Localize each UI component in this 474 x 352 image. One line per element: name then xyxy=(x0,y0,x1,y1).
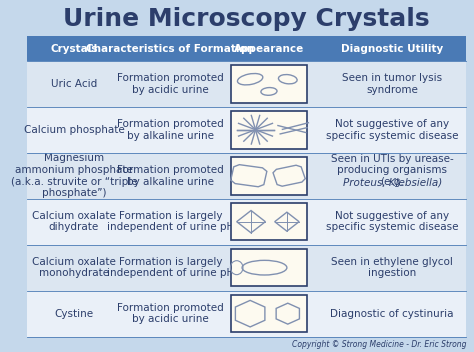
Text: Diagnostic of cystinuria: Diagnostic of cystinuria xyxy=(330,309,454,319)
Bar xyxy=(27,61,466,107)
Text: Not suggestive of any
specific systemic disease: Not suggestive of any specific systemic … xyxy=(326,119,458,140)
Text: Diagnostic Utility: Diagnostic Utility xyxy=(341,44,443,54)
Bar xyxy=(27,36,466,61)
Text: Formation is largely
independent of urine pH: Formation is largely independent of urin… xyxy=(107,257,234,278)
Text: Magnesium
ammonium phosphate
(a.k.a. struvite or “triple
phosphate”): Magnesium ammonium phosphate (a.k.a. str… xyxy=(11,153,137,198)
Text: Seen in tumor lysis
syndrome: Seen in tumor lysis syndrome xyxy=(342,73,442,95)
Bar xyxy=(27,153,466,199)
Text: Characteristics of Formation: Characteristics of Formation xyxy=(86,44,255,54)
Text: Seen in UTIs by urease-
producing organisms
(e.g.: Seen in UTIs by urease- producing organi… xyxy=(331,154,454,187)
Text: Formation promoted
by alkaline urine: Formation promoted by alkaline urine xyxy=(117,165,224,187)
Text: Copyright © Strong Medicine - Dr. Eric Strong: Copyright © Strong Medicine - Dr. Eric S… xyxy=(292,340,466,349)
Text: Seen in ethylene glycol
ingestion: Seen in ethylene glycol ingestion xyxy=(331,257,453,278)
Text: Calcium oxalate
monohydrate: Calcium oxalate monohydrate xyxy=(32,257,116,278)
Text: Calcium oxalate
dihydrate: Calcium oxalate dihydrate xyxy=(32,211,116,232)
Bar xyxy=(27,199,466,245)
Text: Formation is largely
independent of urine pH: Formation is largely independent of urin… xyxy=(107,211,234,232)
Text: Proteus, Klebsiella): Proteus, Klebsiella) xyxy=(343,178,442,188)
Bar xyxy=(231,295,307,332)
Bar xyxy=(231,111,307,149)
Bar xyxy=(231,249,307,287)
Bar xyxy=(27,245,466,291)
Text: Urine Microscopy Crystals: Urine Microscopy Crystals xyxy=(63,7,430,31)
Text: Formation promoted
by alkaline urine: Formation promoted by alkaline urine xyxy=(117,119,224,140)
Bar xyxy=(27,107,466,153)
Text: Uric Acid: Uric Acid xyxy=(51,79,97,89)
Text: Calcium phosphate: Calcium phosphate xyxy=(24,125,124,135)
Text: Formation promoted
by acidic urine: Formation promoted by acidic urine xyxy=(117,303,224,325)
Text: Not suggestive of any
specific systemic disease: Not suggestive of any specific systemic … xyxy=(326,211,458,232)
Text: Formation promoted
by acidic urine: Formation promoted by acidic urine xyxy=(117,73,224,95)
Text: Crystals: Crystals xyxy=(50,44,98,54)
Bar xyxy=(27,291,466,337)
Bar xyxy=(231,157,307,195)
Bar xyxy=(231,65,307,102)
Bar xyxy=(231,203,307,240)
Text: Appearance: Appearance xyxy=(234,44,304,54)
Text: Cystine: Cystine xyxy=(55,309,93,319)
